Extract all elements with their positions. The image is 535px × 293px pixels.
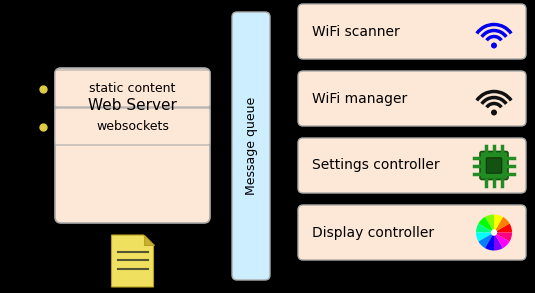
Circle shape bbox=[491, 42, 497, 49]
Wedge shape bbox=[476, 224, 494, 233]
FancyBboxPatch shape bbox=[480, 151, 508, 180]
FancyBboxPatch shape bbox=[298, 4, 526, 59]
Wedge shape bbox=[494, 233, 503, 251]
Wedge shape bbox=[494, 233, 512, 241]
Text: Settings controller: Settings controller bbox=[312, 159, 440, 173]
FancyBboxPatch shape bbox=[298, 71, 526, 126]
Polygon shape bbox=[111, 235, 154, 287]
Wedge shape bbox=[485, 233, 494, 251]
Text: Display controller: Display controller bbox=[312, 226, 434, 239]
Wedge shape bbox=[494, 224, 512, 233]
FancyBboxPatch shape bbox=[298, 205, 526, 260]
Text: WiFi manager: WiFi manager bbox=[312, 91, 407, 105]
Wedge shape bbox=[478, 233, 494, 248]
Wedge shape bbox=[494, 217, 510, 233]
Text: Web Server: Web Server bbox=[88, 98, 177, 113]
Text: WiFi scanner: WiFi scanner bbox=[312, 25, 400, 38]
Wedge shape bbox=[478, 217, 494, 233]
Text: websockets: websockets bbox=[96, 120, 169, 133]
FancyBboxPatch shape bbox=[55, 70, 210, 107]
Wedge shape bbox=[476, 233, 494, 241]
FancyBboxPatch shape bbox=[55, 108, 210, 145]
FancyBboxPatch shape bbox=[486, 158, 502, 173]
Circle shape bbox=[491, 229, 497, 236]
Wedge shape bbox=[494, 233, 510, 248]
Circle shape bbox=[491, 110, 497, 115]
FancyBboxPatch shape bbox=[232, 12, 270, 280]
Text: static content: static content bbox=[89, 82, 175, 95]
Wedge shape bbox=[494, 214, 503, 233]
Wedge shape bbox=[485, 214, 494, 233]
FancyBboxPatch shape bbox=[55, 68, 210, 223]
FancyBboxPatch shape bbox=[298, 138, 526, 193]
Text: Message queue: Message queue bbox=[244, 97, 257, 195]
Polygon shape bbox=[143, 235, 154, 245]
